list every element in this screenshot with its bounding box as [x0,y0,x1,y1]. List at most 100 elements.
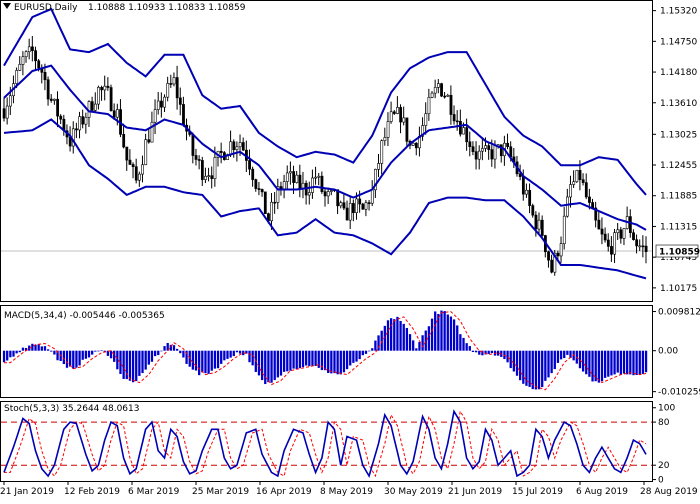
macd-histogram-bar [229,350,232,358]
candle-body [251,168,255,180]
candle-body [232,141,236,151]
macd-histogram-bar [191,350,195,370]
candle-body [584,182,588,198]
macd-histogram-bar [91,350,94,355]
macd-histogram-bar [553,350,556,370]
candle-body [8,95,12,107]
macd-histogram-bar [87,350,91,358]
price-axis-label: 1.10745 [660,253,697,263]
macd-histogram-bar [399,320,402,351]
macd-histogram-bar [559,350,563,360]
macd-histogram-bar [198,350,201,376]
macd-histogram-bar [24,347,28,351]
macd-layer [2,310,648,391]
macd-histogram-bar [427,326,431,351]
candle-body [603,233,607,241]
candle-body [144,139,148,166]
candle-body [166,83,170,98]
price-axis-label: 1.14750 [660,37,697,47]
macd-histogram-bar [235,350,239,353]
macd-histogram-bar [534,350,538,390]
candle-body [484,145,488,149]
candle-body [241,142,245,151]
macd-histogram-bar [333,350,336,374]
candle-body [588,196,591,203]
macd-histogram-bar [443,311,446,351]
candle-body [364,202,368,210]
macd-histogram-bar [257,350,261,376]
macd-histogram-bar [153,350,157,357]
candle-body [348,203,352,221]
candle-body [289,171,292,174]
price-axis-label: 1.11315 [660,222,697,232]
candle-body [260,189,264,193]
macd-histogram-bar [632,350,635,376]
candle-body [424,113,428,126]
macd-histogram-bar [638,350,641,375]
candle-body [462,127,465,135]
macd-histogram-bar [84,350,88,359]
candle-body [644,245,648,252]
macd-histogram-bar [607,350,610,377]
macd-histogram-bar [81,350,84,360]
macd-histogram-bar [75,350,78,368]
candle-body [405,117,409,142]
candle-body [490,149,494,160]
stoch-axis-label: 100 [658,404,675,414]
macd-histogram-bar [352,350,355,363]
macd-histogram-bar [396,316,399,351]
macd-histogram-bar [305,350,308,366]
candle-body [411,142,415,146]
ohlc-label: 1.10888 1.10933 1.10833 1.10859 [88,3,246,13]
macd-histogram-bar [610,350,613,376]
candle-body [537,219,541,230]
macd-histogram-bar [260,350,264,381]
candle-body [31,46,34,51]
candle-body [93,103,97,111]
macd-histogram-bar [160,350,163,352]
triangle-down-icon[interactable] [3,3,11,9]
stoch-axis-label: 0 [658,476,664,486]
candle-body [622,228,626,239]
macd-histogram-bar [21,347,25,351]
time-axis-label: 6 Aug 2019 [576,487,628,497]
macd-histogram-bar [585,350,588,375]
macd-histogram-bar [185,350,188,364]
macd-histogram-bar [330,350,333,374]
candle-body [197,159,201,161]
candle-body [273,201,277,204]
macd-histogram-bar [116,350,119,370]
macd-histogram-bar [286,350,289,372]
price-axis-label: 1.15320 [660,7,697,17]
candle-body [336,189,340,207]
macd-histogram-bar [109,350,113,359]
candle-body [430,92,434,98]
price-axis-label: 1.13025 [660,130,697,140]
macd-histogram-bar [65,350,69,368]
macd-histogram-bar [471,350,475,353]
macd-histogram-bar [210,350,213,371]
bollinger-middle-line [3,64,647,231]
macd-histogram-bar [6,350,9,361]
candle-body [389,111,393,122]
macd-histogram-bar [572,350,575,361]
candle-body [106,85,110,88]
candle-body [160,100,163,108]
macd-histogram-bar [345,350,349,370]
candle-body [616,229,620,233]
macd-histogram-bar [446,314,449,351]
macd-histogram-bar [106,350,110,356]
macd-histogram-bar [113,350,116,362]
candle-body [317,175,321,178]
candle-body [383,137,387,141]
candle-body [553,252,557,273]
macd-histogram-bar [468,346,471,351]
macd-histogram-bar [405,327,409,351]
candle-body [427,96,431,115]
price-axis-label: 1.12455 [660,161,697,171]
macd-histogram-bar [578,350,582,369]
candle-body [352,203,355,214]
macd-histogram-bar [408,334,412,351]
macd-histogram-bar [175,348,179,351]
